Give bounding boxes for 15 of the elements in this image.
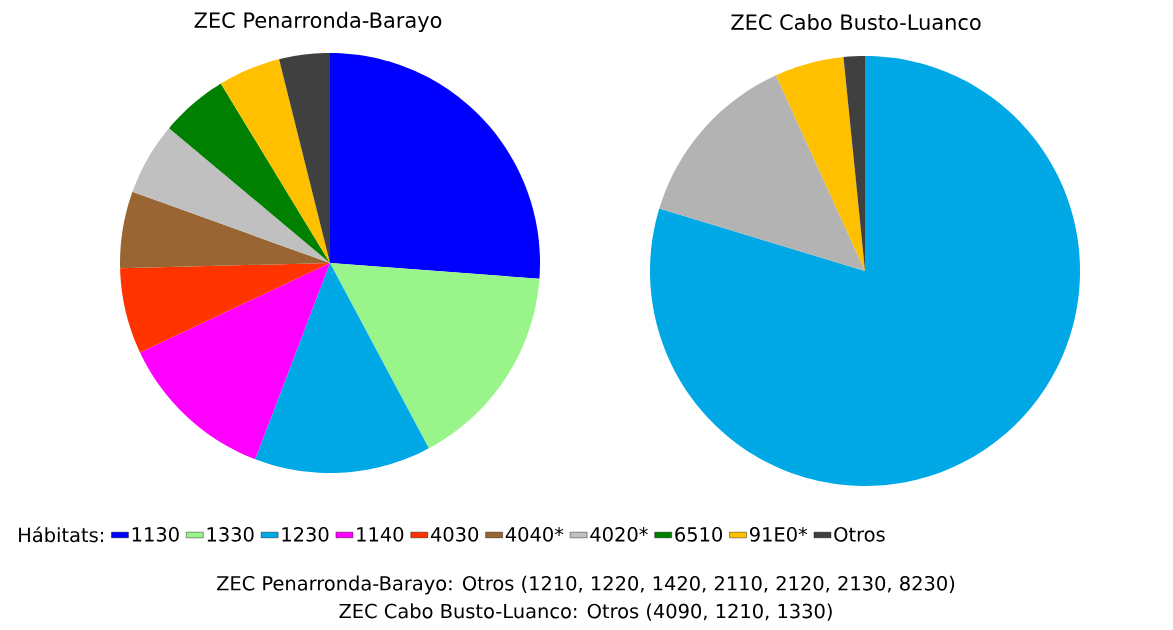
chart-title: ZEC Cabo Busto-Luanco: [731, 13, 981, 31]
text: ZEC Penarronda-Barayo: Otros (1210, 1220, 1420, 2110, 2120, 2130, 8230): [216, 575, 955, 595]
legend-label: 1140: [357, 527, 404, 542]
chart-title: ZEC Penarronda-Barayo: [194, 11, 442, 33]
legend-label: 4020*: [590, 527, 648, 542]
legend-label: 4030: [430, 527, 479, 542]
legend-title: Hábitats:: [19, 526, 103, 543]
text: ZEC Cabo Busto-Luanco: Otros (4090, 1210, 1330): [339, 603, 832, 621]
legend-label: 1130: [132, 527, 179, 542]
legend-label: 4040*: [505, 527, 564, 542]
legend-label: 91E0*: [749, 527, 808, 542]
legend-label: 1230: [282, 527, 329, 542]
legend-label: Otros: [834, 527, 885, 542]
legend-label: 1330: [207, 527, 254, 542]
legend-label: 6510: [675, 527, 723, 542]
